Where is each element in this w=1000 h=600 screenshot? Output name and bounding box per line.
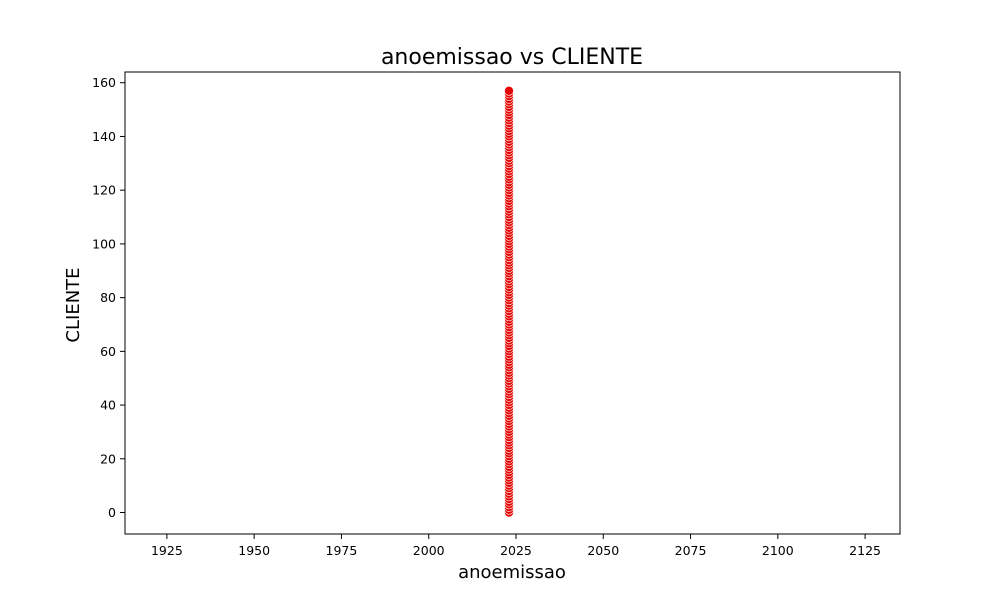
y-tick-label: 100 bbox=[92, 236, 116, 251]
chart-title: anoemissao vs CLIENTE bbox=[381, 45, 643, 70]
x-tick-label: 2075 bbox=[675, 543, 707, 558]
y-tick-label: 60 bbox=[100, 344, 116, 359]
y-tick-label: 120 bbox=[92, 183, 116, 198]
data-point bbox=[504, 86, 514, 96]
y-tick-label: 80 bbox=[100, 290, 116, 305]
x-tick-label: 2050 bbox=[587, 543, 619, 558]
plot-area bbox=[504, 86, 514, 518]
plot-frame bbox=[124, 71, 901, 535]
y-tick-label: 40 bbox=[100, 398, 116, 413]
x-axis-label: anoemissao bbox=[458, 562, 566, 583]
x-tick-label: 2025 bbox=[500, 543, 532, 558]
x-tick-label: 2125 bbox=[849, 543, 881, 558]
y-tick-label: 0 bbox=[108, 505, 116, 520]
y-axis: 0 20 40 60 80 100 120 140 160 bbox=[92, 75, 125, 520]
y-tick-label: 140 bbox=[92, 129, 116, 144]
x-tick-label: 2100 bbox=[762, 543, 794, 558]
y-tick-label: 160 bbox=[92, 75, 116, 90]
x-tick-label: 1950 bbox=[238, 543, 270, 558]
y-tick-label: 20 bbox=[100, 451, 116, 466]
y-axis-label: CLIENTE bbox=[63, 267, 84, 342]
x-tick-label: 1975 bbox=[326, 543, 358, 558]
x-axis: 1925 1950 1975 2000 2025 2050 2075 2100 2125 bbox=[151, 534, 881, 558]
x-tick-label: 1925 bbox=[151, 543, 183, 558]
x-tick-label: 2000 bbox=[413, 543, 445, 558]
